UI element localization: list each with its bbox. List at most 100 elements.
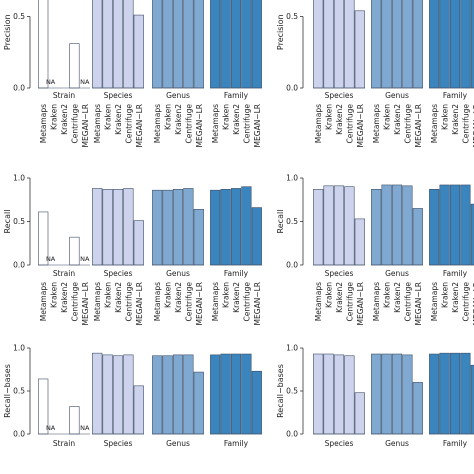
x-tick-label: MEGAN−LR (414, 104, 423, 147)
x-tick-label: Metamaps (93, 104, 102, 143)
bar (133, 220, 144, 266)
bar (241, 353, 252, 435)
bar (123, 354, 134, 435)
y-tick-label: 0.5 (13, 12, 25, 21)
y-tick-label: 0.0 (286, 261, 298, 270)
bar (172, 0, 184, 89)
bar (251, 0, 262, 89)
x-tick-label: Centrifuge (242, 282, 251, 322)
panel-label: Species (104, 269, 133, 278)
y-tick-label: 1.0 (13, 344, 25, 353)
bar (460, 0, 471, 89)
bar (439, 352, 450, 435)
bar (323, 353, 334, 435)
chart-bars (38, 0, 262, 89)
bar (402, 185, 413, 266)
bar (92, 188, 103, 266)
bar (112, 355, 124, 435)
na-label: NA (80, 255, 90, 263)
bar (183, 354, 194, 435)
bar (470, 203, 474, 266)
x-tick-label: MEGAN−LR (135, 104, 144, 147)
x-tick-label: Metamaps (153, 282, 162, 321)
bar (102, 0, 113, 89)
x-tick-label: Kraken2 (335, 282, 344, 313)
bar (210, 189, 221, 266)
x-tick-label: MEGAN−LR (195, 104, 204, 147)
bar (354, 392, 365, 435)
bar (439, 184, 450, 266)
x-tick-label: Centrifuge (403, 104, 412, 144)
panel-label: Family (443, 439, 468, 448)
panel-label: Genus (166, 439, 190, 448)
bar (344, 186, 355, 266)
bar (344, 0, 355, 89)
bar (381, 0, 392, 89)
bar (210, 354, 221, 435)
x-tick-label: Kraken (383, 104, 392, 130)
panel-species (92, 352, 144, 435)
panel-label: Genus (385, 439, 409, 448)
x-tick-label: MEGAN−LR (81, 282, 90, 325)
bar (449, 0, 461, 89)
x-tick-label: MEGAN−LR (135, 282, 144, 325)
panel-label: Genus (166, 91, 190, 100)
chart-bars (38, 352, 262, 435)
panel-genus (371, 184, 423, 266)
x-tick-label: Centrifuge (184, 282, 193, 322)
x-tick-label: MEGAN−LR (356, 104, 365, 147)
na-label: NA (80, 78, 90, 86)
bar (69, 43, 80, 89)
bar (133, 14, 144, 89)
panel-family (429, 0, 474, 89)
panel-label: Family (443, 269, 468, 278)
bar (449, 184, 461, 266)
bar (354, 10, 365, 89)
x-tick-label: Kraken2 (174, 104, 183, 135)
x-tick-label: Metamaps (211, 104, 220, 143)
bar (193, 209, 204, 266)
x-tick-label: Centrifuge (70, 282, 79, 322)
bar (230, 188, 242, 266)
panel-strain (38, 378, 80, 435)
panel-label: Genus (166, 269, 190, 278)
y-tick-label: 0.0 (286, 84, 298, 93)
x-tick-label: Metamaps (39, 282, 48, 321)
x-tick-label: Centrifuge (124, 104, 133, 144)
bar (449, 352, 461, 435)
x-tick-label: Centrifuge (461, 104, 470, 144)
y-tick-label: 0.0 (13, 84, 25, 93)
panel-genus (371, 353, 423, 435)
bar (344, 355, 355, 435)
panel-label: Family (443, 91, 468, 100)
x-tick-label: Kraken2 (60, 282, 69, 313)
y-tick-label: 0.5 (13, 217, 25, 226)
x-tick-label: Metamaps (314, 282, 323, 321)
y-tick-label: 0.5 (286, 12, 298, 21)
bar (381, 184, 392, 266)
x-tick-label: Kraken (50, 282, 59, 308)
bar (162, 0, 173, 89)
bar (412, 382, 423, 435)
bar (210, 0, 221, 89)
panel-label: Species (325, 91, 354, 100)
x-tick-label: MEGAN−LR (253, 104, 262, 147)
x-tick-label: Metamaps (39, 104, 48, 143)
panel-strain (38, 0, 80, 89)
bar (230, 0, 242, 89)
bar (220, 189, 231, 266)
panel-label: Strain (53, 269, 75, 278)
bar (313, 353, 324, 435)
bar (133, 385, 144, 435)
x-tick-label: MEGAN−LR (81, 104, 90, 147)
y-axis-label: Precision (3, 14, 12, 50)
y-axis-label: Recall (276, 210, 285, 234)
na-label: NA (80, 424, 90, 432)
bar (470, 364, 474, 435)
panel-label: Species (104, 439, 133, 448)
bar (391, 184, 403, 266)
bar (323, 0, 334, 89)
y-axis-label: Recall (3, 210, 12, 234)
